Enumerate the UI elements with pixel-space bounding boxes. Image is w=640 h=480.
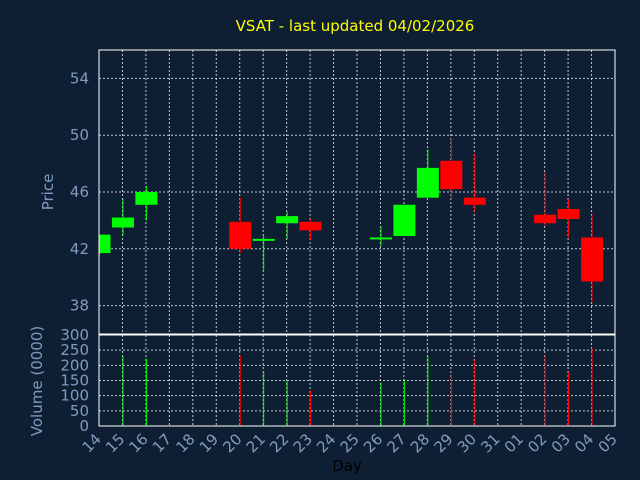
candle-body [111,217,134,228]
x-tick-label: 15 [102,430,128,456]
x-tick-label: 26 [360,430,386,456]
grid-lines [98,50,616,427]
x-tick-label: 05 [595,430,621,456]
price-tick-label: 38 [70,297,89,315]
price-axis-label: Price [39,174,57,211]
candle-body [99,234,111,254]
volume-tick-label: 0 [79,417,89,435]
x-tick-label: 20 [219,430,245,456]
x-tick-label: 29 [430,430,456,456]
candle-body [135,192,158,205]
volume-tick-label: 200 [60,356,89,374]
candle-body [557,209,580,219]
x-tick-label: 25 [337,430,363,456]
candle-body [299,221,322,231]
candle-body [369,237,392,240]
volume-tick-label: 300 [60,326,89,344]
candle-body [252,238,275,241]
price-tick-label: 54 [70,69,89,87]
x-axis-label: Day [332,457,362,475]
x-tick-label: 21 [243,430,269,456]
price-panel-frame [98,49,616,335]
price-tick-label: 46 [70,183,89,201]
x-tick-label: 31 [477,430,503,456]
volume-bars [122,347,593,426]
x-tick-label: 28 [407,430,433,456]
x-tick-label: 01 [501,430,527,456]
x-tick-label: 30 [454,430,480,456]
x-tick-label: 04 [571,430,597,456]
x-tick-label: 19 [196,430,222,456]
x-tick-label: 17 [149,430,175,456]
candle-body [393,204,416,237]
x-tick-label: 16 [126,430,152,456]
volume-panel-frame [98,334,616,427]
volume-tick-label: 150 [60,372,89,390]
x-tick-labels: 1415161718192021222324252627282930310102… [79,430,621,456]
price-tick-label: 42 [70,240,89,258]
price-candles [99,138,604,303]
price-tick-label: 50 [70,126,89,144]
x-tick-label: 22 [266,430,292,456]
chart-title: VSAT - last updated 04/02/2026 [236,17,475,35]
volume-tick-label: 250 [60,341,89,359]
x-tick-label: 02 [524,430,550,456]
x-tick-label: 24 [313,430,339,456]
x-tick-label: 23 [290,430,316,456]
volume-tick-label: 100 [60,387,89,405]
candle-body [229,221,252,249]
candle-body [416,167,439,198]
candle-body [440,160,463,190]
candle-body [276,216,299,224]
candle-body [463,197,486,205]
candle-body [534,214,557,224]
x-tick-label: 03 [548,430,574,456]
volume-axis-label: Volume (0000) [28,326,46,436]
volume-tick-label: 50 [70,402,89,420]
candle-body [581,237,604,282]
x-tick-label: 18 [172,430,198,456]
x-tick-label: 27 [384,430,410,456]
